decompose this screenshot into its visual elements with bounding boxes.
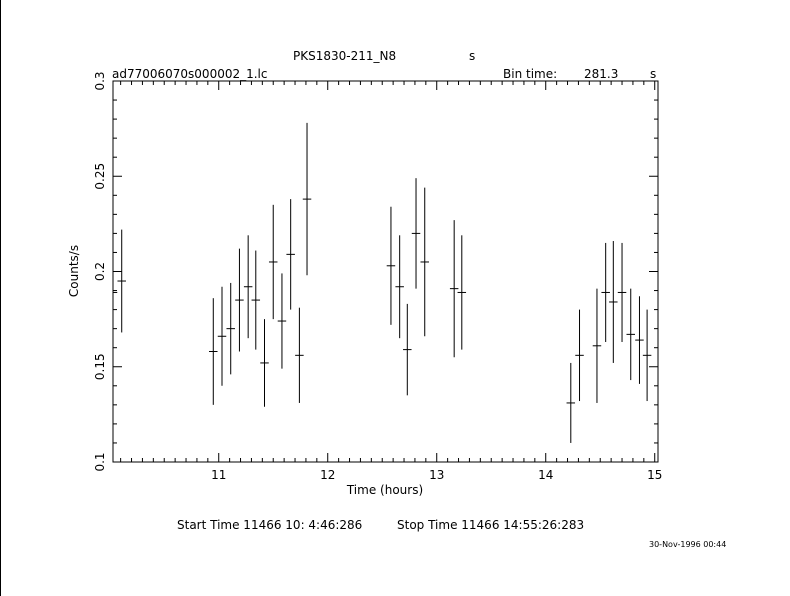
x-tick-label: 13 (429, 468, 444, 482)
plot-frame (112, 80, 659, 463)
x-tick-label: 14 (538, 468, 553, 482)
y-axis-label: Counts/s (67, 245, 81, 297)
file-name: ad77006070s000002_1.lc (112, 67, 268, 81)
bin-time-unit: s (650, 67, 657, 81)
bin-time-value: 281.3 (584, 67, 619, 81)
y-tick-label: 0.25 (93, 163, 107, 190)
y-tick-label: 0.1 (93, 452, 107, 471)
bin-time-label: Bin time: (503, 67, 558, 81)
x-axis-label: Time (hours) (346, 483, 423, 497)
x-tick-label: 12 (320, 468, 335, 482)
plot-title-unit: s (469, 49, 476, 63)
x-tick-label: 15 (647, 468, 662, 482)
plot-title: PKS1830-211_N8 (293, 49, 397, 63)
stop-time-label: Stop Time 11466 14:55:26:283 (397, 518, 585, 532)
x-tick-label: 11 (211, 468, 226, 482)
date-stamp: 30-Nov-1996 00:44 (649, 540, 727, 549)
y-tick-label: 0.15 (93, 353, 107, 380)
start-time-label: Start Time 11466 10: 4:46:286 (177, 518, 363, 532)
y-tick-label: 0.2 (93, 262, 107, 281)
y-tick-label: 0.3 (93, 71, 107, 90)
